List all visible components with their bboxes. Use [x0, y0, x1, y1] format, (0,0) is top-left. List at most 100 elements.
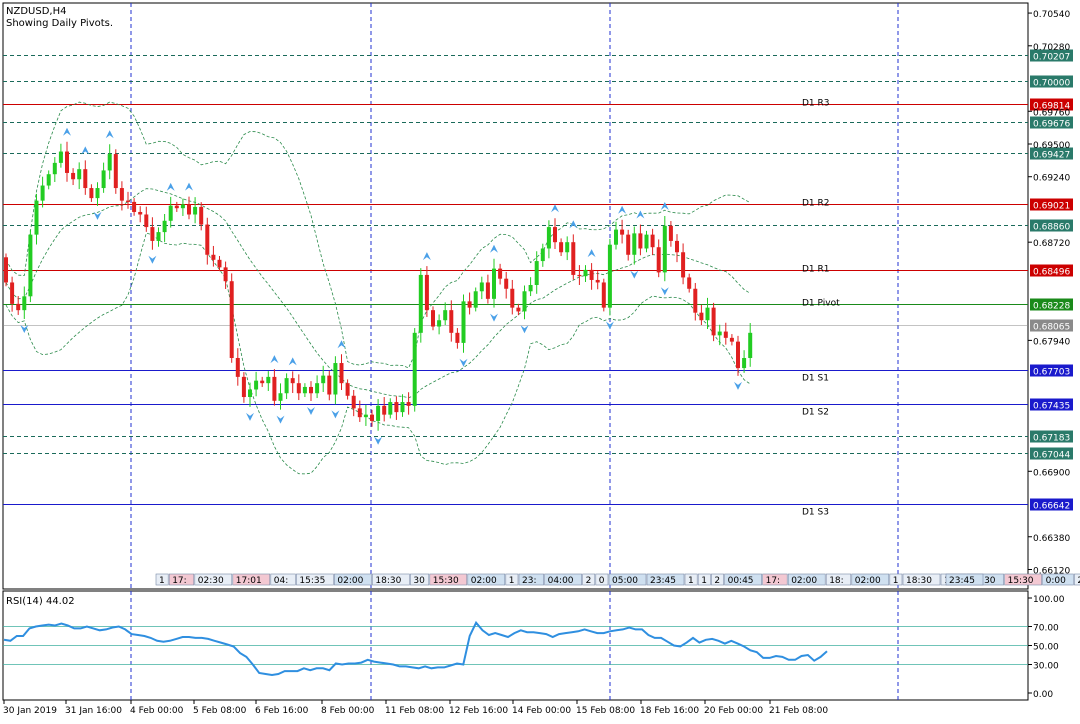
- candle-body-3: [22, 296, 27, 311]
- candle-body-92: [565, 242, 570, 253]
- candle-body-102: [626, 234, 631, 255]
- time-label-34: 23:45: [949, 576, 975, 586]
- fractal-down-15: [93, 211, 102, 220]
- time-label-box-1: [168, 573, 195, 586]
- rsi-tick-label-2: 50.00: [1033, 643, 1059, 653]
- time-label-box-0: [155, 573, 169, 586]
- time-label-10: 02:00: [471, 576, 497, 586]
- candle-body-9: [58, 151, 63, 163]
- fractal-up-108: [660, 201, 669, 210]
- level-label-2: D1 R1: [802, 265, 830, 275]
- candle-body-80: [492, 268, 496, 299]
- time-label-17: 23:45: [650, 576, 676, 586]
- candle-body-5: [34, 200, 39, 235]
- candle-body-110: [675, 240, 679, 253]
- candle-body-74: [455, 332, 460, 343]
- candle-body-14: [89, 188, 94, 199]
- level-tag-bg-7: [1030, 49, 1073, 62]
- fractal-down-3: [20, 324, 29, 333]
- y-tick-label-5: 0.68720: [1033, 239, 1070, 249]
- time-label-12: 23:: [522, 576, 536, 586]
- candle-body-76: [467, 301, 472, 308]
- candle-body-89: [546, 227, 551, 249]
- fractal-up-55: [337, 340, 346, 349]
- candle-body-52: [321, 375, 326, 384]
- fractal-up-27: [166, 182, 175, 191]
- candle-body-46: [284, 378, 289, 394]
- y-tick-label-2: 0.69760: [1033, 108, 1070, 118]
- level-tag-7: 0.70207: [1033, 53, 1070, 63]
- candle-body-59: [363, 414, 368, 418]
- candle-body-87: [534, 261, 539, 285]
- candle-body-49: [302, 386, 307, 394]
- time-label-box-23: [787, 573, 826, 586]
- candle-body-30: [187, 204, 191, 215]
- x-tick-label-12: 21 Feb 08:00: [769, 706, 828, 716]
- candle-body-4: [28, 234, 33, 297]
- rsi-tick-label-4: 0.00: [1033, 690, 1053, 700]
- candle-body-85: [522, 291, 527, 312]
- candle-body-37: [229, 281, 234, 358]
- candle-body-19: [119, 188, 124, 201]
- x-tick-label-6: 11 Feb 08:00: [385, 706, 444, 716]
- time-label-7: 18:30: [375, 576, 401, 586]
- candle-body-32: [199, 206, 204, 225]
- fractal-up-104: [636, 210, 645, 219]
- candle-body-77: [473, 291, 478, 308]
- y-tick-label-4: 0.69240: [1033, 174, 1070, 184]
- y-tick-label-7: 0.66900: [1033, 468, 1070, 478]
- time-axis: 30 Jan 2019 31 Jan 16:00 4 Feb 00:00 5 Feb …: [3, 700, 828, 716]
- level-label-0: D1 R3: [802, 99, 830, 109]
- candle-body-117: [717, 331, 722, 336]
- level-tag-bg-3: [1030, 298, 1073, 311]
- candle-body-11: [71, 172, 76, 180]
- indicator-note: Showing Daily Pivots.: [6, 18, 113, 29]
- time-label-box-17: [646, 573, 685, 586]
- candle-body-115: [705, 307, 710, 321]
- level-tag-3: 0.68228: [1033, 302, 1070, 312]
- time-label-1: 17:: [172, 576, 186, 586]
- time-label-16: 05:00: [612, 576, 638, 586]
- level-tag-bg-6: [1030, 498, 1073, 511]
- level-tag-bg-10: [1030, 147, 1073, 160]
- x-tick-label-1: 31 Jan 16:00: [65, 706, 122, 716]
- candle-body-42: [260, 380, 265, 384]
- candle-body-69: [424, 274, 429, 311]
- candle-body-57: [351, 395, 356, 409]
- candle-body-98: [601, 282, 606, 308]
- fractal-arrows: [20, 127, 742, 445]
- fractal-down-54: [331, 410, 340, 419]
- candle-body-31: [193, 206, 198, 215]
- x-tick-label-7: 12 Feb 16:00: [449, 706, 508, 716]
- x-tick-label-2: 4 Feb 00:00: [130, 706, 184, 716]
- candle-body-12: [77, 169, 82, 180]
- level-tag-5: 0.67435: [1033, 402, 1070, 412]
- fractal-down-75: [459, 358, 468, 367]
- candle-body-88: [540, 248, 545, 262]
- time-label-26: 1: [893, 576, 899, 586]
- fractal-up-93: [569, 220, 578, 229]
- candle-body-26: [162, 220, 167, 233]
- time-label-14: 2: [586, 576, 592, 586]
- candle-body-99: [607, 244, 612, 308]
- level-label-5: D1 S2: [802, 408, 829, 418]
- time-label-box-2: [194, 573, 233, 586]
- candle-body-44: [272, 376, 277, 401]
- candle-body-0: [4, 257, 8, 283]
- level-label-3: D1 Pivot: [802, 299, 840, 309]
- x-tick-label-11: 20 Feb 00:00: [704, 706, 763, 716]
- candle-body-94: [577, 274, 582, 277]
- time-label-21: 00:45: [728, 576, 754, 586]
- candle-body-20: [126, 200, 130, 202]
- rsi-tick-label-3: 30.00: [1033, 662, 1059, 672]
- y-tick-label-8: 0.66380: [1033, 534, 1070, 544]
- candle-body-17: [107, 154, 112, 171]
- time-label-0: 1: [159, 576, 165, 586]
- fractal-down-80: [490, 313, 498, 322]
- fractal-down-40: [246, 412, 254, 421]
- y-tick-label-1: 0.70280: [1033, 43, 1070, 53]
- fractal-up-17: [105, 130, 114, 139]
- candle-body-116: [711, 307, 716, 336]
